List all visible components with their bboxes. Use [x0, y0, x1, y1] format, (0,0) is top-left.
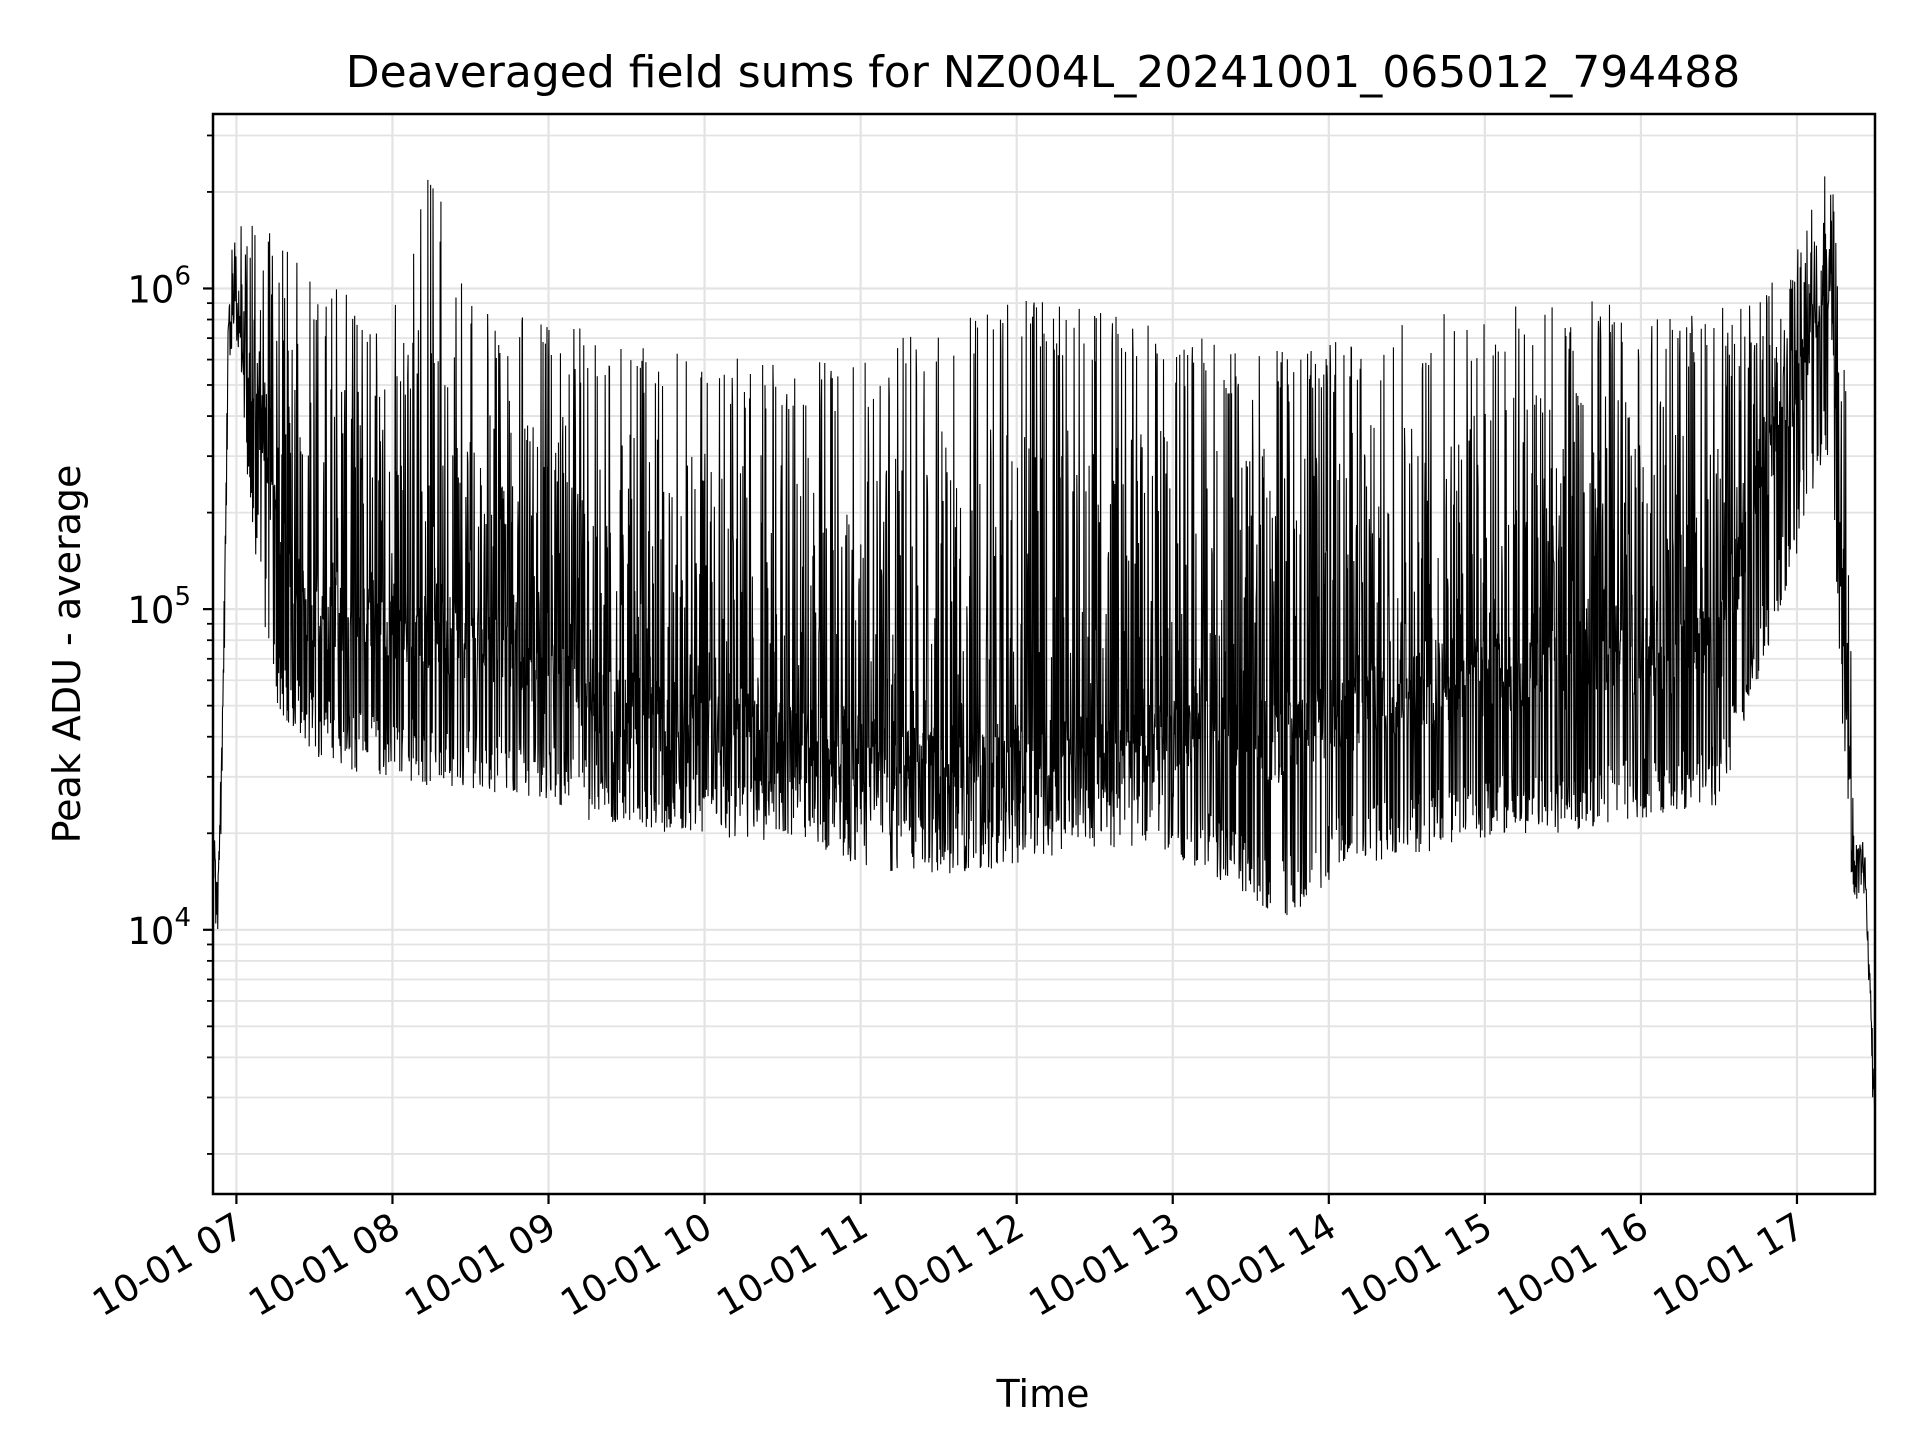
x-axis-label: Time [996, 1372, 1090, 1416]
series-line [212, 176, 1876, 1113]
plot-area [212, 176, 1876, 1113]
y-axis-label: Peak ADU - average [45, 465, 89, 844]
plot-frame [211, 112, 1877, 1196]
chart-title: Deaveraged field sums for NZ004L_2024100… [346, 47, 1740, 98]
